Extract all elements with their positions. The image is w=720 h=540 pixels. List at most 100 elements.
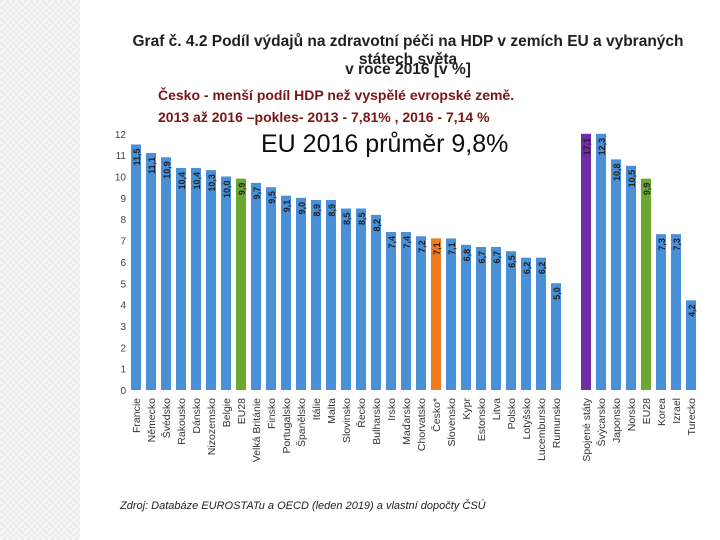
bar-value-label: 7,4 xyxy=(402,236,412,249)
bar-value-label: 9,9 xyxy=(237,183,247,196)
category-label: Belgie xyxy=(221,398,233,427)
category-label: Chorvatsko xyxy=(416,398,428,451)
eu-average-label: EU 2016 průměr 9,8% xyxy=(258,130,512,159)
bar-value-label: 6,2 xyxy=(522,262,532,275)
y-tick-label: 10 xyxy=(115,173,127,184)
category-label: Korea xyxy=(656,398,668,426)
category-label: Dánsko xyxy=(191,398,203,434)
bar-value-label: 8,9 xyxy=(327,204,337,217)
category-label: Itálie xyxy=(311,398,323,420)
bar xyxy=(491,246,501,390)
bar xyxy=(176,167,186,390)
bar-value-label: 7,2 xyxy=(417,240,427,253)
y-tick-label: 7 xyxy=(120,237,126,248)
category-label: Rumunsko xyxy=(551,398,563,448)
category-label: Španělsko xyxy=(295,398,308,447)
bar xyxy=(146,153,156,390)
category-label: Polsko xyxy=(506,398,518,430)
bar-value-label: 9,7 xyxy=(252,187,262,200)
bar-value-label: 5,0 xyxy=(552,287,562,300)
y-tick-label: 11 xyxy=(116,151,127,162)
bar-value-label: 7,1 xyxy=(432,242,442,255)
bar-value-label: 7,1 xyxy=(447,242,457,255)
bar-value-label: 10,3 xyxy=(207,174,217,192)
bar-value-label: 10,4 xyxy=(177,172,187,190)
y-tick-label: 4 xyxy=(120,301,126,312)
bar-value-label: 4,2 xyxy=(687,304,697,317)
bar-value-label: 7,4 xyxy=(387,236,397,249)
bar xyxy=(341,208,351,390)
category-label: Lucembursko xyxy=(536,398,548,461)
y-tick-label: 12 xyxy=(115,130,127,141)
bar-value-label: 10,9 xyxy=(162,161,172,179)
bar xyxy=(446,238,456,390)
bar xyxy=(476,246,486,390)
category-label: Litva xyxy=(491,398,503,420)
bar-value-label: 6,5 xyxy=(507,255,517,268)
bar-value-label: 9,0 xyxy=(297,202,307,215)
bar-value-label: 8,9 xyxy=(312,204,322,217)
category-label: Maďarsko xyxy=(401,398,413,445)
category-label: Malta xyxy=(326,398,338,424)
bar xyxy=(596,133,606,391)
bar-value-label: 9,5 xyxy=(267,191,277,204)
bar xyxy=(191,167,201,390)
decorative-side-stripe xyxy=(0,0,80,540)
category-label: Spojené státy xyxy=(581,397,593,461)
bar xyxy=(521,257,531,390)
bar-value-label: 6,2 xyxy=(537,262,547,275)
bar-value-label: 6,7 xyxy=(477,251,487,264)
bar xyxy=(551,283,561,390)
bar xyxy=(671,234,681,390)
bar xyxy=(131,144,141,390)
y-tick-label: 8 xyxy=(120,215,126,226)
category-label: Slovensko xyxy=(446,398,458,447)
bar-value-label: 17,1 xyxy=(582,138,592,156)
bar-value-label: 6,8 xyxy=(462,249,472,262)
bar xyxy=(431,238,441,390)
bar xyxy=(461,244,471,390)
bar xyxy=(206,170,216,390)
bar-value-label: 9,1 xyxy=(282,200,292,213)
bar-value-label: 7,3 xyxy=(657,238,667,251)
category-label: Velká Británie xyxy=(251,398,263,462)
bar xyxy=(626,165,636,390)
bar-value-label: 10,8 xyxy=(612,163,622,181)
category-label: Německo xyxy=(146,398,158,443)
bar xyxy=(536,257,546,390)
bar xyxy=(506,251,516,390)
chart-title-line2: v roce 2016 [v %] xyxy=(345,61,471,78)
annotation-line1: Česko - menší podíl HDP než vyspělé evro… xyxy=(158,87,515,103)
category-label: Rakousko xyxy=(176,398,188,445)
category-label: EU28 xyxy=(236,398,248,424)
bar xyxy=(161,157,171,390)
bar-value-label: 8,5 xyxy=(357,213,367,226)
bar xyxy=(311,199,321,390)
bar xyxy=(386,232,396,390)
bar-value-label: 6,7 xyxy=(492,251,502,264)
category-label: Kypr xyxy=(461,398,473,420)
source-note: Zdroj: Databáze EUROSTATu a OECD (leden … xyxy=(120,500,486,512)
category-label: Česko* xyxy=(430,398,443,432)
bar xyxy=(281,195,291,390)
bar xyxy=(296,197,306,390)
y-tick-label: 6 xyxy=(120,258,126,269)
bar-value-label: 11,1 xyxy=(147,157,157,174)
bar xyxy=(686,300,696,390)
category-label: Francie xyxy=(131,398,143,433)
category-label: Lotyšsko xyxy=(521,398,533,440)
category-label: Portugalsko xyxy=(281,398,293,454)
category-label: Japonsko xyxy=(611,398,623,443)
y-tick-label: 3 xyxy=(120,322,126,333)
bar xyxy=(356,208,366,390)
bar xyxy=(221,176,231,390)
category-label: Nizozemsko xyxy=(206,398,218,455)
bar-value-label: 8,2 xyxy=(372,219,382,232)
bar xyxy=(236,178,246,390)
category-label: EU28 xyxy=(641,398,653,424)
bar-value-label: 12,3 xyxy=(597,138,607,156)
category-label: Švédsko xyxy=(160,398,173,438)
bar xyxy=(371,214,381,390)
category-label: Řecko xyxy=(355,398,368,428)
